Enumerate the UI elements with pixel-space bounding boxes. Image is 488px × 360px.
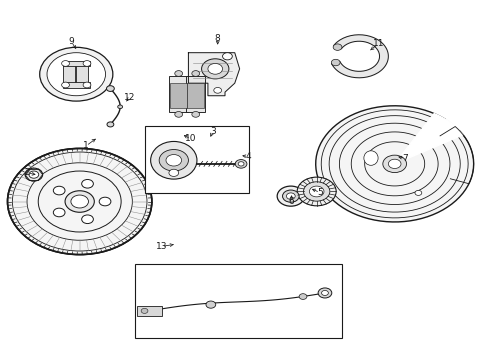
Circle shape bbox=[25, 168, 42, 181]
Circle shape bbox=[61, 82, 69, 88]
Circle shape bbox=[165, 154, 181, 166]
Circle shape bbox=[318, 288, 331, 298]
Circle shape bbox=[303, 182, 329, 201]
Circle shape bbox=[168, 169, 178, 176]
Text: 4: 4 bbox=[245, 152, 251, 161]
Polygon shape bbox=[188, 53, 239, 96]
Text: 8: 8 bbox=[214, 34, 220, 43]
Circle shape bbox=[174, 112, 182, 117]
Bar bbox=[168, 76, 188, 112]
Ellipse shape bbox=[150, 141, 197, 179]
Text: 3: 3 bbox=[209, 127, 215, 136]
Bar bbox=[187, 83, 203, 108]
Circle shape bbox=[331, 59, 340, 66]
Text: 1: 1 bbox=[83, 141, 89, 150]
Circle shape bbox=[414, 190, 421, 195]
Circle shape bbox=[207, 63, 222, 74]
Circle shape bbox=[53, 186, 65, 195]
Circle shape bbox=[332, 44, 341, 50]
Circle shape bbox=[71, 195, 88, 208]
Text: 9: 9 bbox=[68, 37, 74, 46]
Circle shape bbox=[40, 47, 113, 101]
Bar bbox=[62, 82, 90, 88]
Circle shape bbox=[106, 86, 114, 91]
Bar bbox=[63, 64, 75, 85]
Circle shape bbox=[118, 105, 122, 109]
Circle shape bbox=[47, 53, 105, 96]
Circle shape bbox=[382, 155, 406, 172]
Bar bbox=[135, 264, 341, 338]
Circle shape bbox=[191, 112, 199, 117]
Circle shape bbox=[83, 82, 91, 88]
Circle shape bbox=[201, 59, 228, 79]
Circle shape bbox=[282, 190, 299, 202]
Circle shape bbox=[53, 208, 65, 217]
Text: 13: 13 bbox=[156, 242, 167, 251]
Bar bbox=[170, 83, 186, 108]
Circle shape bbox=[191, 71, 199, 76]
Circle shape bbox=[238, 162, 244, 166]
Circle shape bbox=[107, 122, 114, 127]
Circle shape bbox=[286, 193, 295, 199]
Circle shape bbox=[277, 186, 304, 206]
Circle shape bbox=[205, 301, 215, 308]
Polygon shape bbox=[331, 35, 387, 78]
Circle shape bbox=[29, 171, 39, 178]
Text: 10: 10 bbox=[185, 134, 196, 143]
Circle shape bbox=[213, 87, 221, 93]
Polygon shape bbox=[315, 106, 473, 222]
Text: 6: 6 bbox=[287, 197, 293, 206]
Text: 2: 2 bbox=[25, 168, 30, 177]
Circle shape bbox=[99, 197, 111, 206]
Bar bbox=[62, 60, 90, 66]
Circle shape bbox=[174, 71, 182, 76]
Text: 7: 7 bbox=[402, 154, 407, 163]
Circle shape bbox=[222, 53, 232, 60]
Circle shape bbox=[7, 148, 152, 255]
Circle shape bbox=[309, 186, 324, 197]
Polygon shape bbox=[394, 113, 462, 164]
Text: 11: 11 bbox=[372, 39, 384, 48]
Circle shape bbox=[159, 149, 188, 171]
Bar bbox=[137, 306, 161, 316]
Circle shape bbox=[321, 291, 328, 296]
Circle shape bbox=[299, 294, 306, 300]
Text: 5: 5 bbox=[317, 188, 322, 197]
Circle shape bbox=[81, 215, 93, 224]
Circle shape bbox=[65, 191, 94, 212]
Bar bbox=[76, 64, 88, 85]
Ellipse shape bbox=[363, 151, 377, 165]
Text: 12: 12 bbox=[124, 93, 135, 102]
Bar bbox=[185, 76, 205, 112]
Circle shape bbox=[141, 309, 148, 314]
Circle shape bbox=[235, 159, 246, 168]
Circle shape bbox=[83, 60, 91, 66]
Circle shape bbox=[81, 180, 93, 188]
Circle shape bbox=[297, 177, 335, 206]
Circle shape bbox=[387, 159, 400, 168]
Circle shape bbox=[61, 60, 69, 66]
Bar bbox=[144, 126, 249, 193]
